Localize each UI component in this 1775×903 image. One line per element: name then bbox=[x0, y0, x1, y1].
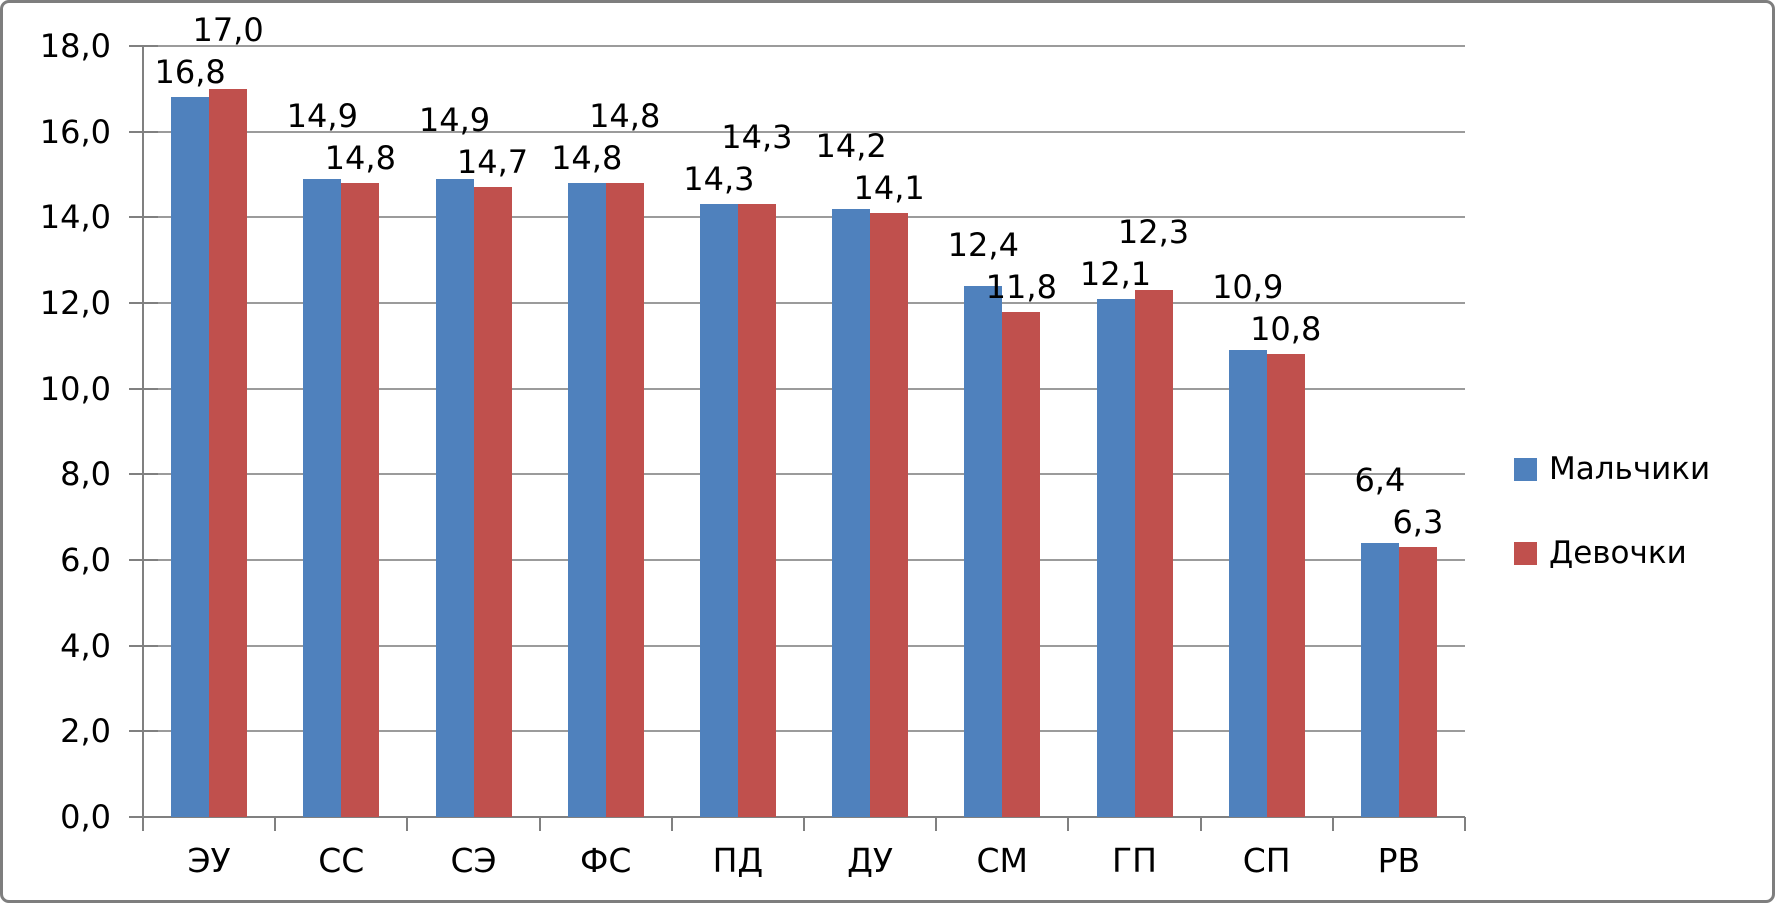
data-label-Мальчики-ФС: 14,8 bbox=[551, 139, 623, 178]
bar-Девочки-ПД bbox=[737, 204, 776, 817]
bar-Мальчики-СМ bbox=[964, 285, 1003, 817]
chart-legend: Мальчики Девочки bbox=[1514, 452, 1710, 570]
bar-Девочки-СС bbox=[341, 183, 380, 817]
x-category-label: ДУ bbox=[847, 841, 894, 880]
data-label-Девочки-ФС: 14,8 bbox=[589, 97, 661, 136]
legend-label-girls: Девочки bbox=[1549, 535, 1687, 571]
y-gridline bbox=[143, 45, 1465, 47]
bar-Девочки-ДУ bbox=[870, 213, 909, 817]
x-axis-tick bbox=[803, 817, 805, 831]
bar-Мальчики-ГП bbox=[1096, 298, 1135, 817]
y-gridline bbox=[143, 130, 1465, 133]
y-gridline bbox=[143, 387, 1465, 390]
data-label-Мальчики-РВ: 6,4 bbox=[1354, 461, 1406, 500]
data-label-Мальчики-ГП: 12,1 bbox=[1079, 254, 1152, 293]
data-label-Девочки-ДУ: 14,1 bbox=[853, 169, 925, 208]
y-gridline bbox=[143, 730, 1465, 733]
data-label-Девочки-ГП: 12,3 bbox=[1117, 212, 1190, 251]
x-category-label: РВ bbox=[1377, 841, 1421, 880]
bar-Мальчики-ФС bbox=[567, 183, 606, 817]
x-category-label: ФС bbox=[579, 841, 632, 880]
y-gridline bbox=[143, 559, 1465, 561]
x-category-label: СМ bbox=[976, 841, 1029, 880]
data-label-Мальчики-ДУ: 14,2 bbox=[815, 127, 887, 166]
legend-item-boys: Мальчики bbox=[1514, 452, 1710, 486]
y-axis-line bbox=[142, 46, 144, 830]
x-axis-tick bbox=[142, 817, 144, 831]
bar-Девочки-ЭУ bbox=[209, 88, 248, 817]
bar-Девочки-СМ bbox=[1002, 311, 1041, 817]
y-tick-label: 18,0 bbox=[39, 27, 111, 65]
y-gridline bbox=[143, 302, 1465, 304]
y-tick-label: 16,0 bbox=[39, 112, 111, 151]
bar-Девочки-ГП bbox=[1134, 290, 1173, 817]
x-axis-tick bbox=[670, 817, 673, 831]
x-axis-tick bbox=[1067, 817, 1070, 831]
y-tick-label: 14,0 bbox=[39, 198, 111, 237]
y-tick-label: 10,0 bbox=[39, 369, 111, 408]
bar-Девочки-СП bbox=[1266, 354, 1305, 817]
x-axis-tick bbox=[1464, 817, 1466, 831]
x-category-label: СЭ bbox=[450, 841, 497, 880]
bar-Мальчики-СП bbox=[1228, 350, 1267, 817]
data-label-Девочки-ЭУ: 17,0 bbox=[192, 11, 264, 50]
bar-Мальчики-ДУ bbox=[832, 208, 871, 817]
x-category-label: ЭУ bbox=[187, 841, 231, 880]
bar-Мальчики-ЭУ bbox=[171, 97, 210, 817]
y-tick-label: 8,0 bbox=[60, 455, 111, 494]
bar-Девочки-РВ bbox=[1398, 547, 1437, 817]
bar-Мальчики-СЭ bbox=[435, 178, 474, 817]
data-label-Мальчики-СС: 14,9 bbox=[286, 97, 358, 136]
y-gridline bbox=[143, 216, 1465, 219]
bar-Мальчики-РВ bbox=[1360, 542, 1399, 817]
data-label-Девочки-ПД: 14,3 bbox=[721, 118, 793, 157]
y-tick-label: 4,0 bbox=[60, 626, 111, 665]
x-category-label: СС bbox=[318, 841, 365, 880]
x-axis-tick bbox=[1331, 817, 1334, 831]
y-tick-label: 12,0 bbox=[39, 284, 111, 322]
y-tick-label: 2,0 bbox=[60, 712, 111, 751]
data-label-Мальчики-ПД: 14,3 bbox=[683, 160, 755, 199]
bar-Девочки-ФС bbox=[605, 183, 644, 817]
x-axis-tick bbox=[406, 817, 409, 831]
girls-series-swatch-icon bbox=[1514, 541, 1537, 565]
y-gridline bbox=[143, 644, 1465, 647]
data-label-Девочки-СМ: 11,8 bbox=[985, 267, 1057, 306]
x-axis-tick bbox=[1199, 817, 1202, 831]
x-axis-tick bbox=[935, 817, 938, 831]
x-category-label: ПД bbox=[712, 841, 764, 880]
data-label-Мальчики-СЭ: 14,9 bbox=[418, 101, 491, 140]
legend-item-girls: Девочки bbox=[1514, 536, 1710, 570]
x-axis-tick bbox=[274, 817, 277, 831]
data-label-Мальчики-СМ: 12,4 bbox=[947, 225, 1019, 264]
y-tick-label: 0,0 bbox=[60, 798, 111, 836]
x-axis-tick bbox=[538, 817, 541, 831]
y-gridline bbox=[143, 473, 1465, 476]
x-category-label: СП bbox=[1242, 841, 1291, 880]
data-label-Девочки-РВ: 6,3 bbox=[1392, 503, 1444, 542]
bar-Мальчики-СС bbox=[303, 178, 342, 817]
data-label-Девочки-СЭ: 14,7 bbox=[456, 143, 529, 182]
bar-Мальчики-ПД bbox=[699, 204, 738, 817]
x-category-label: ГП bbox=[1112, 841, 1157, 880]
bar-Девочки-СЭ bbox=[473, 187, 512, 817]
data-label-Мальчики-СП: 10,9 bbox=[1212, 268, 1284, 307]
boys-series-swatch-icon bbox=[1514, 457, 1537, 481]
y-tick-label: 6,0 bbox=[60, 541, 111, 579]
data-label-Девочки-СС: 14,8 bbox=[324, 139, 396, 178]
legend-label-boys: Мальчики bbox=[1549, 451, 1711, 487]
data-label-Мальчики-ЭУ: 16,8 bbox=[154, 53, 226, 92]
data-label-Девочки-СП: 10,8 bbox=[1250, 310, 1322, 349]
